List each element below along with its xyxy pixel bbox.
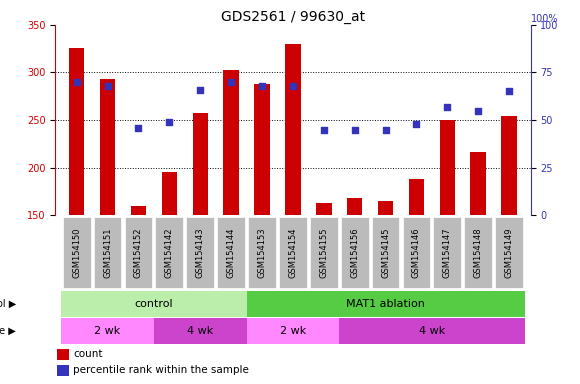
Bar (285, 44, 300, 215)
Bar (61, 318, 154, 344)
Bar (69, 48, 85, 215)
Bar (246, 318, 339, 344)
Text: percentile rank within the sample: percentile rank within the sample (73, 365, 249, 375)
Point (412, 121, 421, 127)
Text: GSM154146: GSM154146 (412, 227, 421, 278)
Point (473, 108, 483, 114)
Bar (470, 152, 486, 215)
Bar (61, 291, 246, 317)
Bar (310, 217, 338, 288)
Bar (63, 217, 90, 288)
Point (227, 79, 236, 85)
Point (258, 83, 267, 89)
Bar (94, 217, 121, 288)
Text: GSM154154: GSM154154 (288, 227, 298, 278)
Bar (57, 349, 70, 360)
Text: MAT1 ablation: MAT1 ablation (346, 299, 425, 309)
Text: 2 wk: 2 wk (95, 326, 121, 336)
Text: protocol ▶: protocol ▶ (0, 299, 16, 309)
Bar (154, 318, 246, 344)
Point (443, 104, 452, 110)
Bar (218, 217, 245, 288)
Text: 2 wk: 2 wk (280, 326, 306, 336)
Point (165, 119, 174, 125)
Bar (155, 217, 183, 288)
Bar (246, 291, 524, 317)
Bar (162, 172, 177, 215)
Bar (409, 179, 424, 215)
Bar (372, 217, 400, 288)
Text: GSM154151: GSM154151 (103, 227, 112, 278)
Text: 100%: 100% (531, 14, 558, 24)
Bar (254, 84, 270, 215)
Text: control: control (135, 299, 173, 309)
Text: 4 wk: 4 wk (187, 326, 213, 336)
Bar (186, 217, 214, 288)
Text: GSM154156: GSM154156 (350, 227, 359, 278)
Bar (316, 203, 332, 215)
Text: GSM154147: GSM154147 (443, 227, 452, 278)
Text: GSM154142: GSM154142 (165, 227, 174, 278)
Point (350, 126, 359, 132)
Bar (130, 205, 146, 215)
Bar (433, 217, 461, 288)
Bar (378, 201, 393, 215)
Text: count: count (73, 349, 103, 359)
Bar (501, 116, 517, 215)
Bar (465, 217, 492, 288)
Text: GSM154155: GSM154155 (319, 227, 328, 278)
Title: GDS2561 / 99630_at: GDS2561 / 99630_at (221, 10, 365, 24)
Text: GSM154145: GSM154145 (381, 227, 390, 278)
Text: GSM154149: GSM154149 (505, 227, 513, 278)
Bar (223, 70, 239, 215)
Point (72, 79, 81, 85)
Bar (279, 217, 307, 288)
Text: GSM154144: GSM154144 (227, 227, 235, 278)
Point (288, 83, 298, 89)
Bar (341, 217, 368, 288)
Point (319, 126, 328, 132)
Bar (495, 217, 523, 288)
Bar (347, 198, 362, 215)
Bar (248, 217, 276, 288)
Bar (440, 120, 455, 215)
Text: GSM154148: GSM154148 (474, 227, 483, 278)
Bar (403, 217, 430, 288)
Point (381, 126, 390, 132)
Bar (125, 217, 153, 288)
Point (103, 83, 113, 89)
Point (195, 86, 205, 93)
Text: GSM154153: GSM154153 (258, 227, 267, 278)
Bar (339, 318, 524, 344)
Bar (57, 365, 70, 376)
Text: GSM154150: GSM154150 (72, 227, 81, 278)
Point (505, 88, 514, 94)
Text: 4 wk: 4 wk (419, 326, 445, 336)
Bar (100, 79, 115, 215)
Point (134, 124, 143, 131)
Text: GSM154143: GSM154143 (196, 227, 205, 278)
Bar (193, 113, 208, 215)
Text: GSM154152: GSM154152 (134, 227, 143, 278)
Text: age ▶: age ▶ (0, 326, 16, 336)
